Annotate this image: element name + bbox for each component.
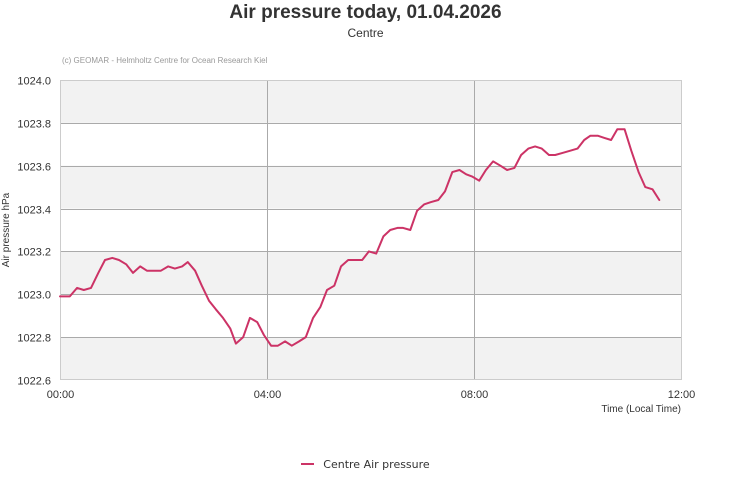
y-tick-label: 1022.8 xyxy=(17,333,51,345)
y-tick-label: 1024.0 xyxy=(17,76,51,88)
plot-band xyxy=(60,80,681,123)
chart-title: Air pressure today, 01.04.2026 xyxy=(229,2,502,23)
x-tick-label: 08:00 xyxy=(461,389,489,401)
plot-band xyxy=(60,165,681,209)
vertical-gridlines xyxy=(267,80,475,380)
y-tick-label: 1022.6 xyxy=(17,376,51,388)
x-tick-label: 04:00 xyxy=(254,389,282,401)
plot-band xyxy=(60,251,681,295)
plot-border xyxy=(60,80,682,380)
y-tick-label: 1023.6 xyxy=(17,162,51,174)
legend-label: Centre Air pressure xyxy=(323,458,430,471)
x-axis-title: Time (Local Time) xyxy=(601,404,681,415)
x-axis-ticks: 00:00 04:00 08:00 12:00 xyxy=(47,389,696,401)
series-line-centre-air-pressure[interactable] xyxy=(59,128,661,347)
x-tick-label: 12:00 xyxy=(668,389,696,401)
y-tick-label: 1023.2 xyxy=(17,247,51,259)
plot-bands xyxy=(60,80,681,380)
y-axis-ticks: 1022.6 1022.8 1023.0 1023.2 1023.4 1023.6 1023… xyxy=(17,76,51,388)
legend-line-icon xyxy=(301,463,315,465)
legend[interactable]: Centre Air pressure xyxy=(0,458,731,471)
credit-text: (c) GEOMAR - Helmholtz Centre for Ocean … xyxy=(62,56,268,65)
x-tick-label: 00:00 xyxy=(47,389,75,401)
y-tick-label: 1023.4 xyxy=(17,205,51,217)
horizontal-gridlines xyxy=(60,123,681,338)
plot-band xyxy=(60,337,681,380)
y-axis-title: Air pressure hPa xyxy=(1,192,12,267)
chart-subtitle: Centre xyxy=(347,26,384,40)
y-tick-label: 1023.0 xyxy=(17,290,51,302)
y-tick-label: 1023.8 xyxy=(17,119,51,131)
